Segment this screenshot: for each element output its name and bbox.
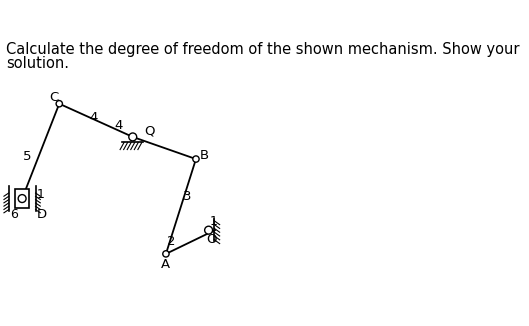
Text: Q: Q — [144, 124, 154, 137]
Text: 4: 4 — [89, 111, 97, 125]
Text: C: C — [49, 91, 58, 104]
Text: 2: 2 — [167, 235, 176, 248]
Text: D: D — [37, 208, 47, 221]
Text: Calculate the degree of freedom of the shown mechanism. Show your: Calculate the degree of freedom of the s… — [6, 42, 520, 57]
Circle shape — [163, 251, 169, 257]
Text: 3: 3 — [183, 190, 191, 203]
Bar — [15, 189, 29, 208]
Text: A: A — [161, 258, 170, 271]
Circle shape — [193, 156, 199, 162]
Text: O: O — [206, 233, 217, 246]
Circle shape — [56, 101, 62, 107]
Text: 1: 1 — [209, 215, 217, 228]
Text: 4: 4 — [114, 119, 123, 132]
Circle shape — [205, 226, 213, 234]
Text: 6: 6 — [10, 208, 18, 221]
Text: solution.: solution. — [6, 56, 69, 71]
Circle shape — [18, 195, 26, 202]
Circle shape — [129, 133, 136, 141]
Text: 1: 1 — [37, 188, 44, 201]
Text: 5: 5 — [23, 150, 32, 163]
Text: B: B — [199, 149, 208, 162]
